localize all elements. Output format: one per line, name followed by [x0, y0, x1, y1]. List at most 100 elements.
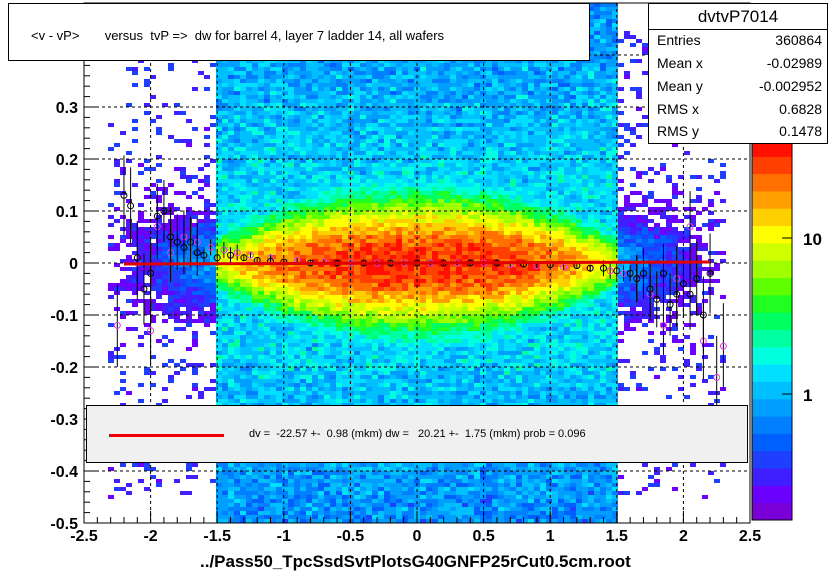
heatmap-cell — [288, 499, 294, 503]
heatmap-cell — [360, 395, 366, 399]
heatmap-cell — [264, 355, 270, 359]
heatmap-cell — [234, 471, 240, 475]
heatmap-cell — [324, 319, 330, 323]
heatmap-cell — [150, 235, 156, 239]
heatmap-cell — [264, 275, 270, 279]
heatmap-cell — [246, 467, 252, 471]
heatmap-cell — [228, 235, 234, 239]
heatmap-cell — [186, 279, 192, 283]
heatmap-cell — [276, 463, 282, 467]
heatmap-cell — [180, 295, 186, 299]
heatmap-cell — [270, 59, 276, 63]
heatmap-cell — [384, 491, 390, 495]
heatmap-cell — [330, 91, 336, 95]
heatmap-cell — [372, 187, 378, 191]
heatmap-cell — [138, 59, 144, 63]
heatmap-cell — [228, 63, 234, 67]
heatmap-cell — [186, 323, 192, 327]
heatmap-cell — [270, 387, 276, 391]
heatmap-cell — [156, 479, 162, 483]
heatmap-cell — [384, 515, 390, 519]
heatmap-cell — [312, 259, 318, 263]
heatmap-cell — [228, 115, 234, 119]
heatmap-cell — [402, 183, 408, 187]
heatmap-cell — [288, 463, 294, 467]
heatmap-cell — [414, 131, 420, 135]
heatmap-cell — [324, 71, 330, 75]
heatmap-cell — [270, 175, 276, 179]
heatmap-cell — [294, 215, 300, 219]
heatmap-cell — [366, 471, 372, 475]
heatmap-cell — [204, 127, 210, 131]
heatmap-cell — [246, 399, 252, 403]
heatmap-cell — [318, 191, 324, 195]
heatmap-cell — [288, 507, 294, 511]
heatmap-cell — [234, 355, 240, 359]
heatmap-cell — [276, 351, 282, 355]
heatmap-cell — [330, 271, 336, 275]
heatmap-cell — [324, 355, 330, 359]
heatmap-cell — [276, 267, 282, 271]
heatmap-cell — [378, 479, 384, 483]
heatmap-cell — [132, 303, 138, 307]
heatmap-cell — [234, 223, 240, 227]
heatmap-cell — [396, 487, 402, 491]
heatmap-cell — [276, 359, 282, 363]
heatmap-cell — [312, 171, 318, 175]
heatmap-cell — [384, 191, 390, 195]
heatmap-cell — [402, 159, 408, 163]
heatmap-cell — [240, 83, 246, 87]
heatmap-cell — [390, 399, 396, 403]
heatmap-cell — [342, 207, 348, 211]
heatmap-cell — [198, 395, 204, 399]
heatmap-cell — [336, 319, 342, 323]
heatmap-cell — [282, 507, 288, 511]
heatmap-cell — [408, 279, 414, 283]
heatmap-cell — [192, 259, 198, 263]
heatmap-cell — [276, 283, 282, 287]
heatmap-cell — [336, 295, 342, 299]
heatmap-cell — [354, 191, 360, 195]
heatmap-cell — [396, 59, 402, 63]
heatmap-cell — [246, 487, 252, 491]
heatmap-cell — [384, 75, 390, 79]
heatmap-cell — [318, 375, 324, 379]
heatmap-cell — [348, 159, 354, 163]
heatmap-cell — [360, 123, 366, 127]
heatmap-cell — [330, 303, 336, 307]
heatmap-cell — [258, 395, 264, 399]
heatmap-cell — [228, 171, 234, 175]
heatmap-cell — [216, 175, 222, 179]
heatmap-cell — [282, 323, 288, 327]
heatmap-cell — [186, 247, 192, 251]
heatmap-cell — [258, 295, 264, 299]
heatmap-cell — [348, 267, 354, 271]
heatmap-cell — [324, 395, 330, 399]
heatmap-cell — [228, 123, 234, 127]
heatmap-cell — [402, 395, 408, 399]
heatmap-cell — [396, 327, 402, 331]
heatmap-cell — [324, 179, 330, 183]
heatmap-cell — [372, 71, 378, 75]
heatmap-cell — [372, 351, 378, 355]
heatmap-cell — [276, 291, 282, 295]
heatmap-cell — [210, 255, 216, 259]
heatmap-cell — [336, 351, 342, 355]
heatmap-cell — [330, 231, 336, 235]
heatmap-cell — [402, 335, 408, 339]
heatmap-cell — [300, 131, 306, 135]
heatmap-cell — [312, 179, 318, 183]
heatmap-cell — [228, 191, 234, 195]
heatmap-cell — [354, 91, 360, 95]
heatmap-cell — [240, 375, 246, 379]
heatmap-cell — [222, 243, 228, 247]
heatmap-cell — [252, 251, 258, 255]
heatmap-cell — [324, 87, 330, 91]
heatmap-cell — [120, 487, 126, 491]
heatmap-cell — [294, 135, 300, 139]
heatmap-cell — [366, 63, 372, 67]
heatmap-cell — [348, 75, 354, 79]
heatmap-cell — [294, 315, 300, 319]
heatmap-cell — [348, 235, 354, 239]
heatmap-cell — [348, 251, 354, 255]
